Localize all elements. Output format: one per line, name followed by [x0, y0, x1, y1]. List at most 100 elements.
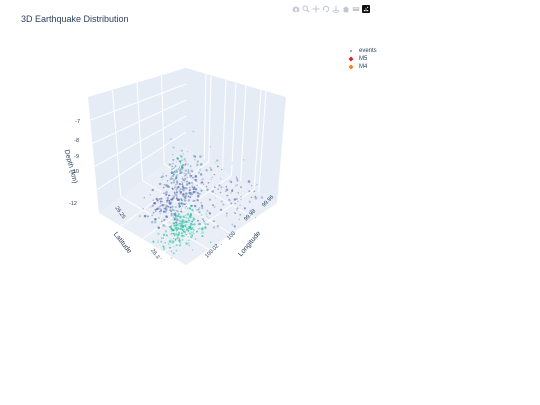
x-tick-label: 100: [226, 231, 237, 242]
home-icon[interactable]: [342, 5, 350, 13]
event-point: [178, 213, 180, 215]
event-point: [187, 195, 190, 198]
event-point: [191, 208, 194, 211]
event-point: [160, 257, 162, 260]
legend-item-m4[interactable]: M4: [345, 63, 377, 71]
event-point: [160, 197, 163, 200]
event-point: [169, 221, 171, 223]
event-point: [172, 216, 175, 219]
event-point: [180, 188, 183, 190]
event-point: [184, 169, 187, 172]
event-point: [160, 202, 162, 204]
event-point: [228, 198, 231, 201]
event-point: [192, 200, 195, 203]
event-point: [171, 208, 174, 211]
event-point: [162, 247, 166, 251]
zoom-icon[interactable]: [302, 5, 310, 13]
event-point: [172, 242, 174, 244]
event-point: [240, 198, 242, 200]
event-point: [192, 176, 194, 179]
event-point: [170, 181, 173, 184]
event-point: [174, 226, 177, 229]
event-point: [216, 165, 219, 168]
grid-line-right-h: [240, 85, 247, 182]
event-point: [188, 191, 190, 194]
event-point: [196, 209, 198, 211]
legend-item-m5[interactable]: M5: [345, 55, 377, 63]
event-point: [213, 205, 216, 208]
event-cluster: [168, 149, 187, 180]
event-point: [184, 160, 187, 162]
event-point: [206, 209, 209, 212]
event-point: [182, 234, 185, 238]
z-tick-label: -7: [75, 119, 80, 125]
event-point: [230, 192, 232, 194]
event-point: [226, 212, 228, 215]
event-point: [170, 198, 173, 201]
event-point: [172, 181, 175, 184]
event-point: [187, 230, 190, 232]
event-point: [182, 167, 185, 169]
event-point: [150, 206, 152, 208]
grid-line-right-h: [258, 91, 267, 193]
event-point: [193, 199, 196, 202]
turntable-icon[interactable]: [332, 5, 340, 13]
event-point: [205, 213, 207, 215]
event-point: [193, 188, 195, 191]
event-point: [164, 226, 166, 228]
plotly-logo-icon[interactable]: [362, 5, 370, 13]
event-point: [214, 186, 216, 188]
event-point: [166, 201, 168, 204]
event-point: [179, 162, 182, 165]
event-point: [175, 244, 178, 246]
event-point: [192, 217, 195, 220]
event-point: [139, 215, 141, 217]
event-point: [143, 214, 147, 218]
event-point: [181, 177, 184, 179]
event-point: [169, 226, 173, 229]
orbit-icon[interactable]: [322, 5, 330, 13]
hover-icon[interactable]: [352, 5, 360, 13]
event-point: [196, 163, 199, 166]
event-point: [172, 213, 174, 215]
event-point: [198, 211, 201, 214]
event-point: [181, 193, 183, 195]
event-point: [185, 174, 187, 176]
legend-item-events[interactable]: events: [345, 47, 377, 55]
event-point: [173, 234, 176, 237]
event-point: [193, 223, 196, 226]
event-point: [175, 230, 178, 233]
pan-icon[interactable]: [312, 5, 320, 13]
event-point: [172, 171, 175, 174]
event-point: [172, 146, 175, 149]
event-point: [170, 213, 172, 215]
event-point: [175, 191, 178, 194]
event-point: [177, 227, 180, 230]
camera-icon[interactable]: [292, 5, 300, 13]
event-point: [156, 199, 159, 202]
event-point: [188, 226, 192, 229]
event-point: [181, 182, 184, 184]
event-point: [181, 188, 184, 191]
event-point: [191, 181, 194, 184]
event-point: [188, 239, 190, 242]
event-point: [188, 219, 190, 222]
event-point: [175, 221, 178, 224]
chart-title: 3D Earthquake Distribution: [21, 14, 129, 24]
event-point: [197, 171, 200, 174]
event-point: [190, 216, 193, 219]
event-point: [158, 182, 162, 186]
event-point: [171, 239, 173, 241]
event-point: [175, 250, 178, 252]
scene-grid: [90, 73, 267, 253]
event-point: [178, 244, 182, 247]
event-point: [185, 181, 188, 183]
event-point: [165, 204, 168, 208]
event-point: [185, 206, 187, 208]
event-point: [151, 188, 154, 192]
event-point: [185, 216, 187, 219]
event-point: [172, 196, 175, 199]
event-point: [201, 181, 204, 184]
